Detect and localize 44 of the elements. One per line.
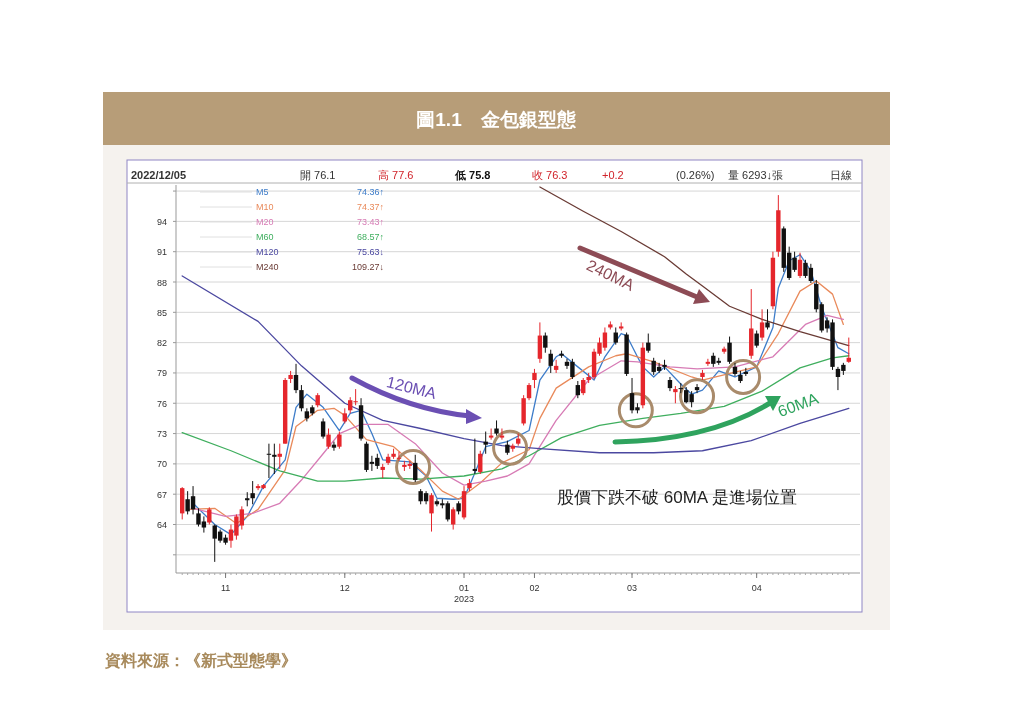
ytick: 85 [157, 307, 167, 318]
xtick: 01 [459, 583, 469, 593]
legend: M240 [256, 262, 279, 272]
ytick: 73 [157, 429, 167, 440]
ytick: 79 [157, 368, 167, 379]
annotation: 低 75.8 [455, 169, 491, 181]
xtick: 02 [529, 583, 540, 593]
annotation: 60MA [775, 389, 821, 420]
legend: M60 [256, 232, 274, 242]
legend: M20 [256, 217, 274, 227]
xtick: 12 [339, 583, 350, 593]
title: 圖1.1 金包銀型態 [416, 109, 576, 130]
annotation: 120MA [384, 373, 438, 403]
legend-value: 68.57↑ [356, 232, 384, 242]
ytick: 64 [157, 520, 167, 530]
annotation: 日線 [830, 169, 852, 181]
annotation: 開 76.1 [300, 169, 336, 181]
xtick: 11 [220, 583, 231, 593]
legend-value: 73.43↑ [356, 217, 384, 227]
ytick: 91 [157, 247, 167, 258]
annotation: 高 77.6 [378, 169, 414, 181]
legend: M10 [256, 202, 274, 212]
annotation: 資料來源：《新式型態學》 [105, 652, 297, 669]
ytick: 94 [157, 216, 167, 227]
legend-value: 109.27↓ [351, 262, 384, 272]
xtick: 2023 [454, 594, 475, 604]
xtick: 03 [627, 583, 637, 593]
annotation: +0.2 [602, 169, 624, 181]
legend: M120 [256, 247, 279, 257]
legend-value: 75.63↓ [356, 247, 384, 257]
xtick: 04 [751, 583, 762, 593]
annotation: (0.26%) [676, 169, 715, 181]
annotation: 收 76.3 [532, 169, 568, 181]
annotation: 2022/12/05 [131, 169, 187, 181]
ytick: 88 [157, 277, 167, 288]
annotation: 量 6293↓張 [728, 169, 784, 181]
ytick: 76 [157, 398, 167, 409]
annotation: 股價下跌不破 60MA 是進場位置 [557, 488, 797, 507]
legend-value: 74.37↑ [356, 202, 384, 212]
ytick: 67 [157, 489, 167, 500]
legend-value: 74.36↑ [356, 187, 384, 197]
ytick: 82 [157, 338, 167, 349]
legend: M5 [256, 187, 269, 197]
ytick: 70 [157, 459, 167, 470]
